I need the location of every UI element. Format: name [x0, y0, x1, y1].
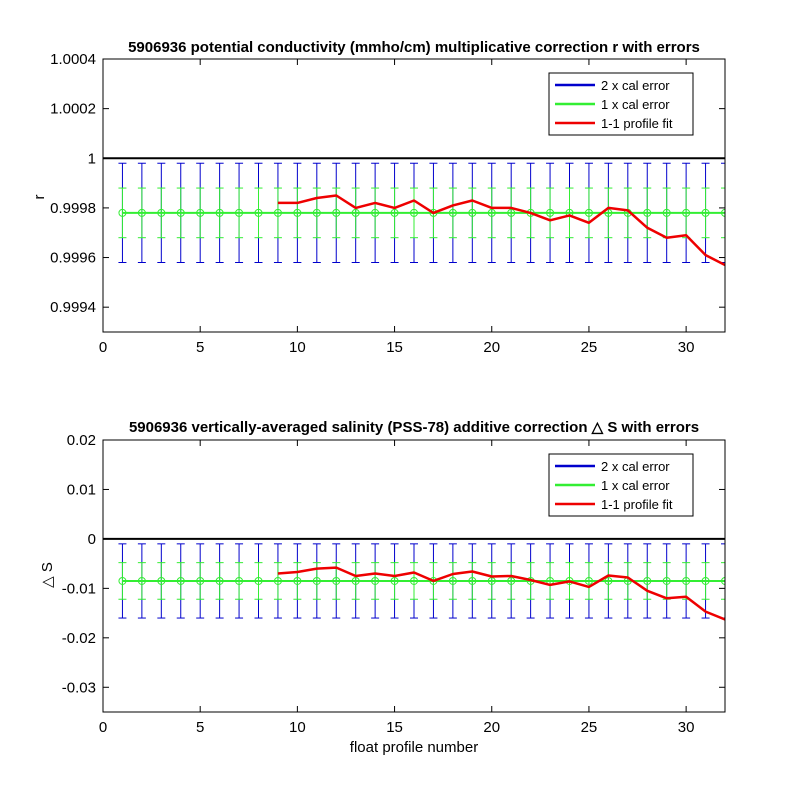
cal-center-marker	[507, 208, 516, 217]
x-tick-label: 25	[581, 339, 598, 356]
cal-center-marker	[215, 576, 224, 585]
legend-label: 1 x cal error	[601, 97, 670, 112]
cal-center-marker	[721, 208, 725, 217]
cal-center-marker	[487, 208, 496, 217]
legend-label: 2 x cal error	[601, 459, 670, 474]
y-axis-label: r	[31, 195, 48, 200]
cal-center-marker	[371, 576, 380, 585]
x-tick-label: 5	[196, 339, 204, 356]
y-tick-label: -0.01	[62, 580, 96, 597]
x-tick-label: 15	[386, 719, 403, 736]
x-axis-label: float profile number	[350, 739, 478, 756]
x-tick-label: 10	[289, 339, 306, 356]
axes-box	[102, 58, 726, 333]
cal-center-marker	[118, 576, 127, 585]
cal-center-marker	[254, 208, 263, 217]
y-tick-label: 1	[88, 150, 96, 167]
cal-center-marker	[157, 576, 166, 585]
cal-center-marker	[448, 208, 457, 217]
y-tick-label: 0.9994	[50, 299, 96, 316]
cal-center-marker	[721, 576, 725, 585]
x-tick-label: 20	[483, 339, 500, 356]
cal-center-marker	[137, 576, 146, 585]
cal-center-marker	[332, 576, 341, 585]
cal-center-marker	[410, 576, 418, 585]
cal-center-marker	[390, 208, 399, 217]
profile-fit-line	[277, 566, 725, 621]
y-tick-label: 0.9998	[50, 200, 96, 217]
x-tick-label: 0	[99, 719, 107, 736]
profile-fit-line	[277, 194, 725, 267]
cal-center-marker	[293, 576, 302, 585]
axes-box	[102, 439, 726, 713]
cal-center-marker	[448, 576, 457, 585]
cal-center-marker	[196, 208, 205, 217]
cal-center-marker	[643, 208, 652, 217]
legend-label: 1-1 profile fit	[601, 116, 673, 131]
cal-center-marker	[351, 576, 360, 585]
x-tick-label: 0	[99, 339, 107, 356]
cal-center-marker	[351, 208, 360, 217]
cal-center-marker	[468, 208, 477, 217]
y-tick-label: 1.0004	[50, 51, 96, 68]
chart-title: 5906936 potential conductivity (mmho/cm)…	[128, 39, 700, 56]
cal-center-marker	[507, 576, 516, 585]
cal-center-marker	[701, 208, 710, 217]
x-tick-label: 10	[289, 719, 306, 736]
cal-center-marker	[584, 208, 593, 217]
cal-center-marker	[235, 576, 244, 585]
cal-center-marker	[546, 208, 555, 217]
legend-label: 2 x cal error	[601, 78, 670, 93]
x-tick-label: 5	[196, 719, 204, 736]
y-tick-label: 1.0002	[50, 101, 96, 118]
cal-center-marker	[662, 576, 671, 585]
cal-center-marker	[390, 576, 399, 585]
legend-label: 1 x cal error	[601, 478, 670, 493]
cal-center-marker	[662, 208, 671, 217]
x-tick-label: 25	[581, 719, 598, 736]
y-tick-label: 0.01	[67, 481, 96, 498]
top-chart-panel: 5906936 potential conductivity (mmho/cm)…	[31, 39, 726, 356]
cal-center-marker	[273, 576, 282, 585]
cal-center-marker	[293, 208, 302, 217]
cal-center-marker	[273, 208, 282, 217]
cal-center-marker	[157, 208, 166, 217]
cal-center-marker	[196, 576, 205, 585]
cal-center-marker	[312, 208, 321, 217]
y-tick-label: 0.9996	[50, 250, 96, 267]
cal-center-marker	[176, 576, 185, 585]
cal-center-marker	[643, 576, 652, 585]
x-tick-label: 30	[678, 339, 695, 356]
plot-content	[103, 537, 725, 621]
cal-center-marker	[371, 208, 380, 217]
y-tick-label: 0.02	[67, 432, 96, 449]
cal-center-marker	[468, 576, 477, 585]
cal-center-marker	[410, 208, 418, 217]
cal-center-marker	[604, 576, 613, 585]
bottom-chart-panel: 5906936 vertically-averaged salinity (PS…	[39, 419, 726, 756]
cal-center-marker	[682, 208, 691, 217]
y-tick-label: -0.02	[62, 630, 96, 647]
cal-center-marker	[584, 576, 593, 585]
cal-center-marker	[176, 208, 185, 217]
cal-center-marker	[312, 576, 321, 585]
cal-center-marker	[118, 208, 127, 217]
cal-center-marker	[254, 576, 263, 585]
y-tick-label: 0	[88, 531, 96, 548]
x-tick-label: 30	[678, 719, 695, 736]
plot-content	[103, 157, 725, 267]
cal-center-marker	[215, 208, 224, 217]
chart-title: 5906936 vertically-averaged salinity (PS…	[129, 419, 699, 436]
cal-center-marker	[701, 576, 710, 585]
y-tick-label: -0.03	[62, 679, 96, 696]
cal-center-marker	[332, 208, 341, 217]
cal-center-marker	[682, 576, 691, 585]
x-tick-label: 20	[483, 719, 500, 736]
cal-center-marker	[137, 208, 146, 217]
legend-label: 1-1 profile fit	[601, 497, 673, 512]
cal-center-marker	[235, 208, 244, 217]
x-tick-label: 15	[386, 339, 403, 356]
y-axis-label: △ S	[39, 562, 56, 588]
